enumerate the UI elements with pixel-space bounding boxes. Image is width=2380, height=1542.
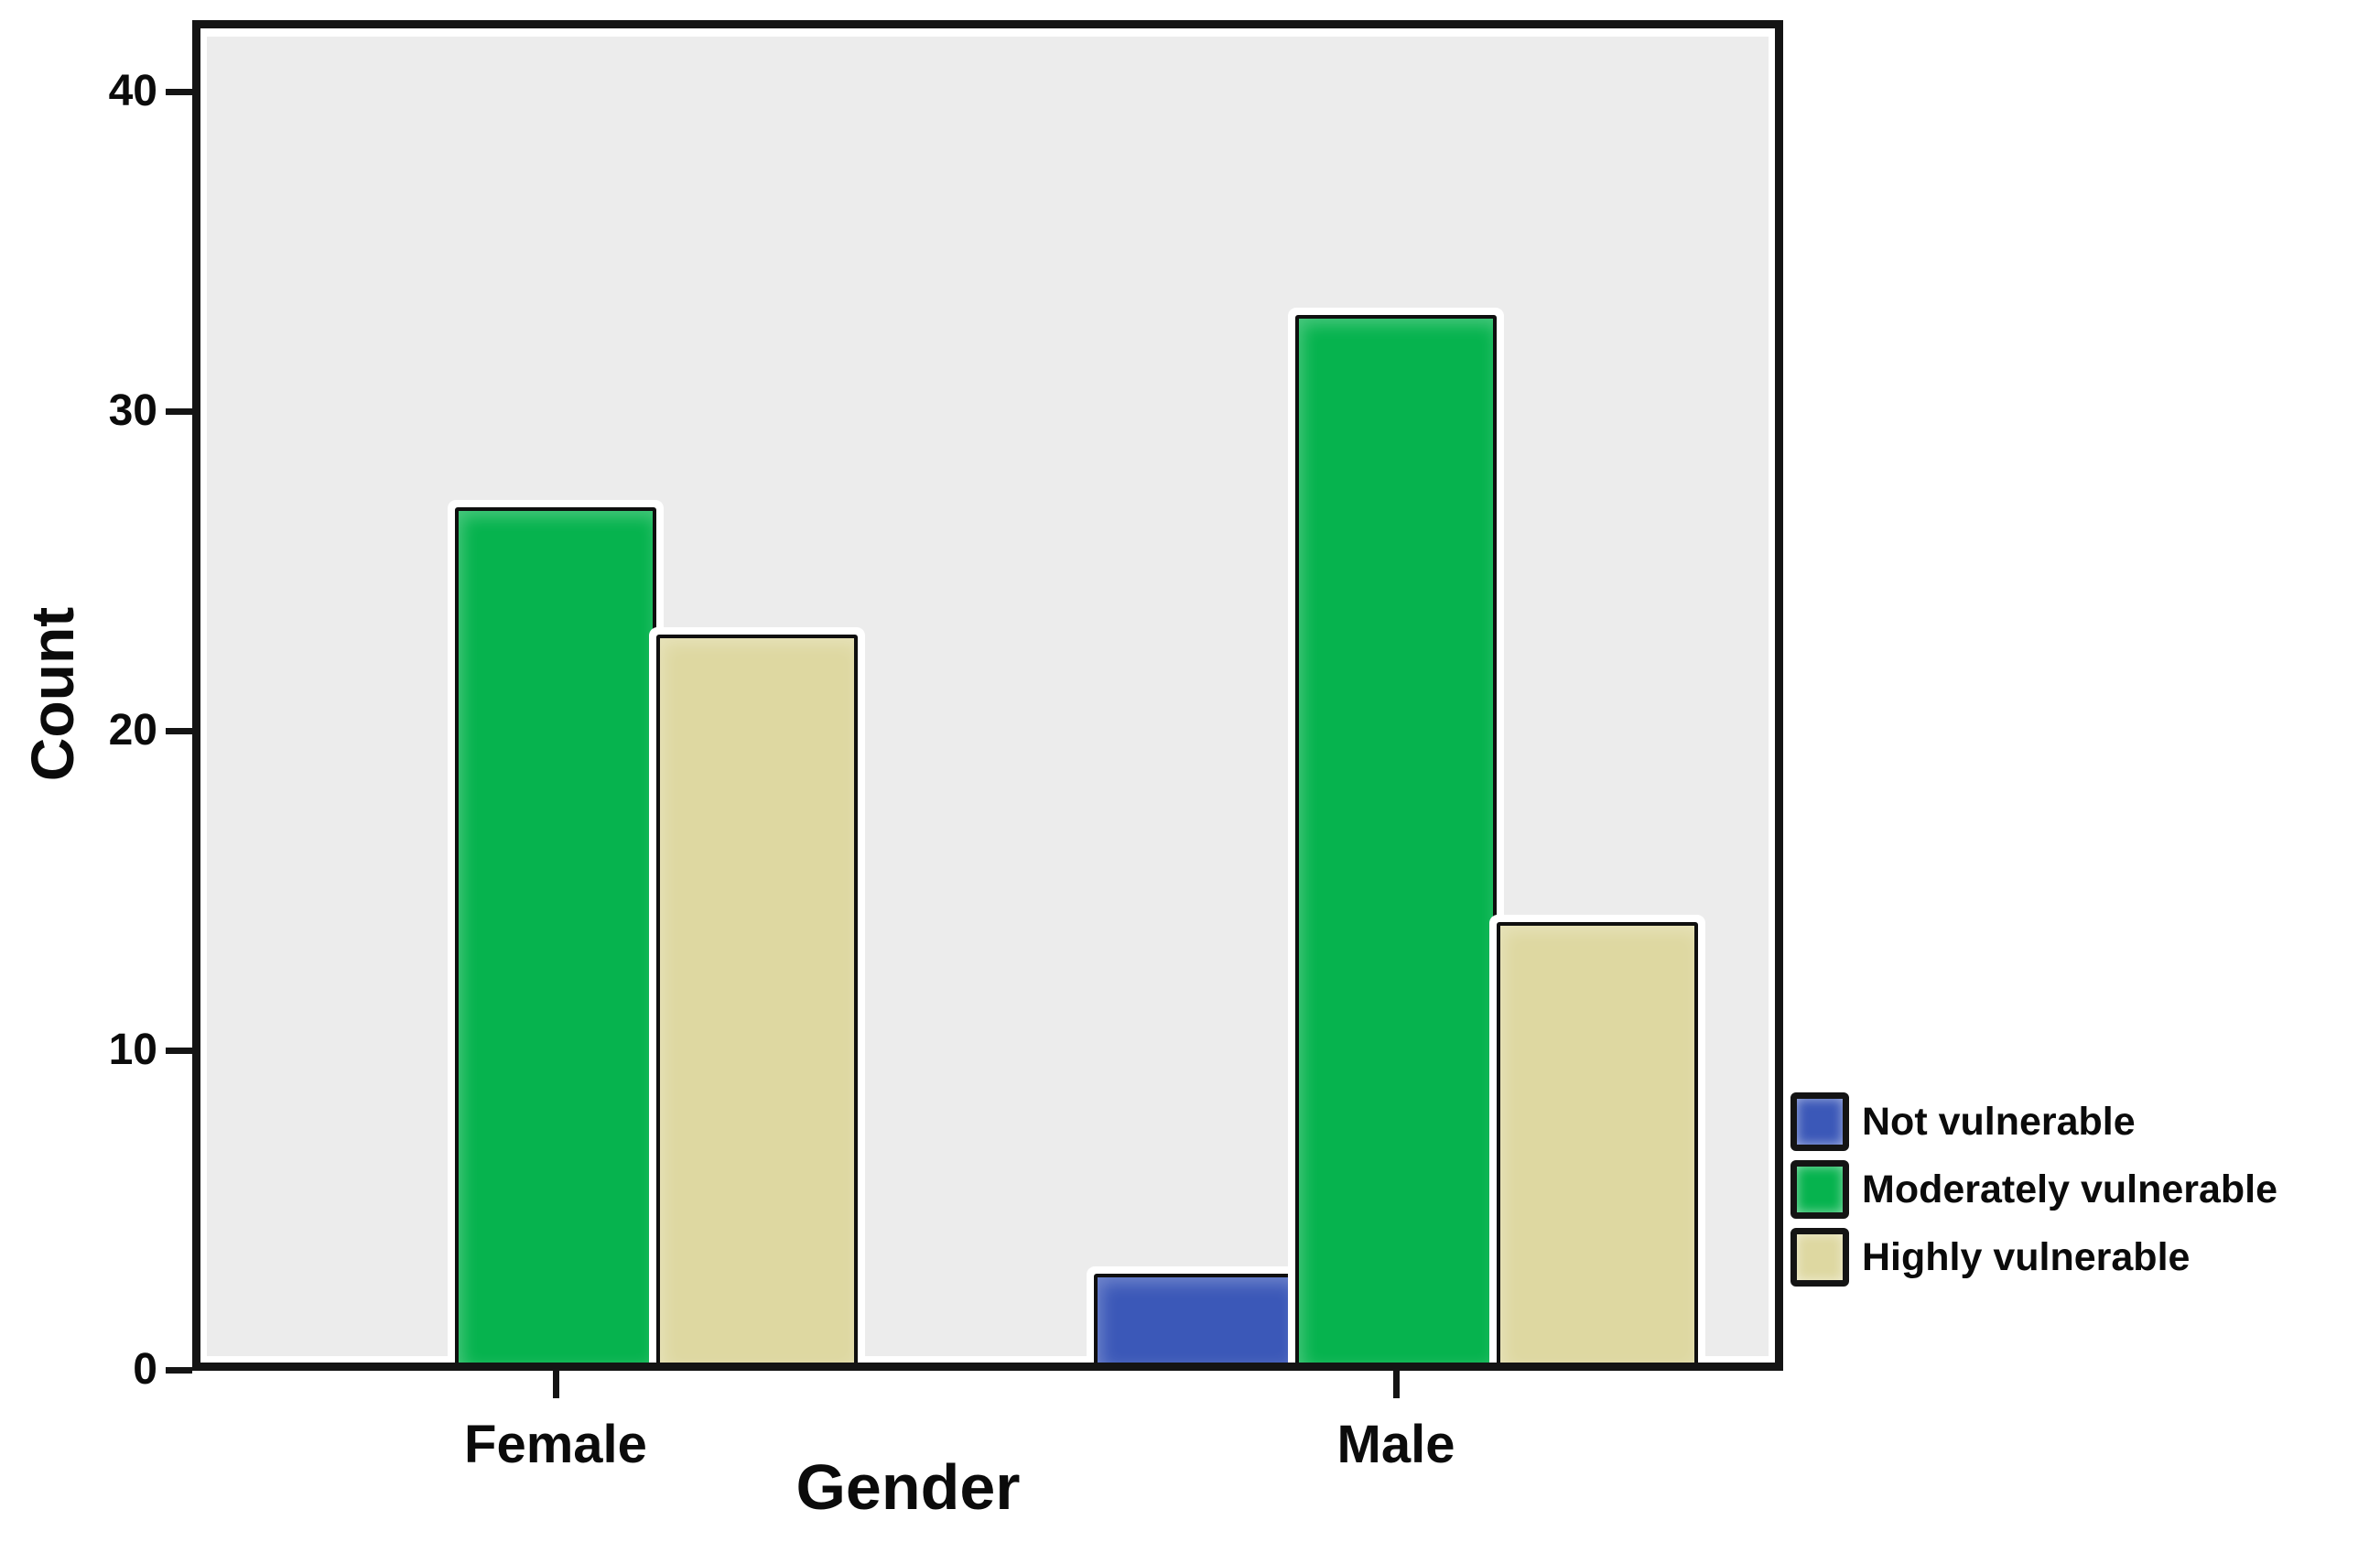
- y-axis-tick-10: [166, 1048, 192, 1054]
- legend-label: Highly vulnerable: [1862, 1235, 2191, 1279]
- legend-swatch-green: [1790, 1160, 1849, 1219]
- y-axis-tick-40: [166, 89, 192, 95]
- legend-item-highly-vulnerable: Highly vulnerable: [1790, 1228, 2277, 1287]
- x-axis-tick-male: [1393, 1371, 1400, 1398]
- bar-male-highly-vulnerable: [1497, 922, 1698, 1367]
- bar-male-moderately-vulnerable: [1295, 315, 1497, 1367]
- y-axis-tick-label-40: 40: [108, 67, 157, 115]
- x-axis-tick-female: [553, 1371, 559, 1398]
- y-axis-tick-20: [166, 728, 192, 734]
- legend-label: Moderately vulnerable: [1862, 1167, 2278, 1211]
- legend: Not vulnerable Moderately vulnerable Hig…: [1790, 1092, 2277, 1296]
- y-axis-tick-label-30: 30: [108, 386, 157, 435]
- y-axis-tick-label-10: 10: [108, 1026, 157, 1074]
- legend-swatch-blue: [1790, 1092, 1849, 1151]
- y-axis-tick-0: [166, 1367, 192, 1374]
- bar-male-not-vulnerable: [1094, 1274, 1295, 1367]
- legend-swatch-khaki: [1790, 1228, 1849, 1287]
- y-axis-tick-30: [166, 408, 192, 415]
- legend-item-not-vulnerable: Not vulnerable: [1790, 1092, 2277, 1151]
- legend-label: Not vulnerable: [1862, 1100, 2136, 1144]
- bar-female-highly-vulnerable: [656, 635, 858, 1367]
- x-axis-title: Gender: [795, 1451, 1021, 1523]
- legend-item-moderately-vulnerable: Moderately vulnerable: [1790, 1160, 2277, 1219]
- category-label-male: Male: [1336, 1415, 1455, 1474]
- category-label-female: Female: [464, 1415, 647, 1474]
- y-axis-title: Count: [18, 606, 86, 782]
- y-axis-tick-label-0: 0: [133, 1345, 157, 1394]
- bar-female-moderately-vulnerable: [455, 507, 656, 1367]
- y-axis-tick-label-20: 20: [108, 706, 157, 755]
